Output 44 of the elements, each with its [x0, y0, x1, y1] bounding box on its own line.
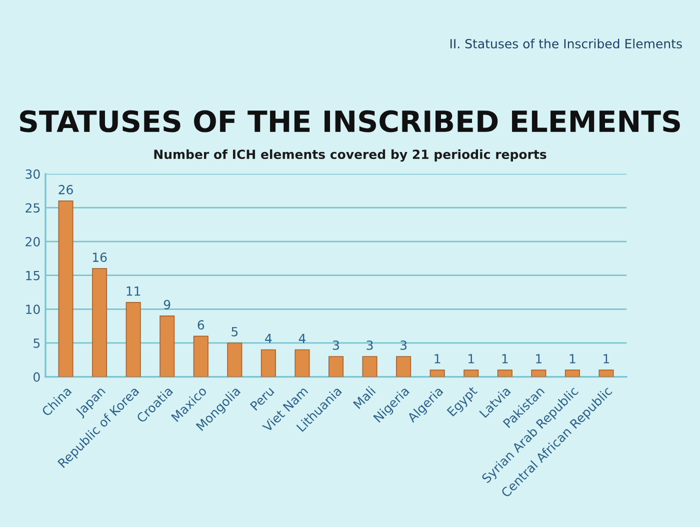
chart-title: STATUSES OF THE INSCRIBED ELEMENTS	[20, 110, 680, 132]
data-label: 1	[468, 354, 474, 364]
bar	[193, 336, 208, 377]
data-label: 9	[164, 300, 170, 310]
bar	[464, 370, 479, 377]
bar	[328, 356, 344, 377]
bar	[260, 349, 276, 377]
bar	[160, 316, 175, 377]
data-label: 5	[232, 327, 238, 336]
text: II. Statuses of the Inscribed Elements	[450, 38, 682, 48]
bar	[598, 370, 614, 377]
data-label: 6	[198, 320, 204, 330]
bar	[294, 349, 310, 377]
data-label: 1	[536, 354, 542, 364]
data-label: 11	[126, 286, 140, 296]
bar	[396, 356, 412, 377]
y-tick-label: 10	[26, 304, 40, 314]
y-tick-label: 30	[26, 169, 40, 179]
data-label: 1	[604, 354, 610, 364]
data-label: 3	[332, 340, 339, 350]
y-tick-label: 15	[26, 270, 40, 280]
bar	[126, 302, 141, 377]
chart-subtitle: Number of ICH elements covered by 21 periodic reports	[154, 149, 546, 162]
data-label: 1	[434, 354, 440, 364]
bar	[564, 370, 580, 377]
bar	[92, 268, 108, 377]
bar	[531, 370, 546, 377]
data-label: 1	[502, 354, 508, 364]
y-tick-label: 0	[34, 372, 40, 382]
bar	[497, 370, 512, 377]
y-tick-label: 5	[34, 338, 40, 348]
data-label: 3	[400, 340, 407, 350]
bar	[227, 342, 242, 377]
data-label: 3	[366, 340, 373, 350]
y-tick-label: 20	[26, 237, 40, 246]
data-label: 4	[298, 334, 306, 343]
bar	[58, 200, 74, 377]
data-label: 16	[92, 252, 107, 262]
data-label: 1	[570, 354, 576, 364]
data-label: 26	[58, 184, 73, 194]
data-label: 4	[265, 334, 272, 343]
bar	[362, 356, 378, 377]
bar	[430, 370, 445, 377]
y-tick-label: 25	[26, 203, 40, 213]
